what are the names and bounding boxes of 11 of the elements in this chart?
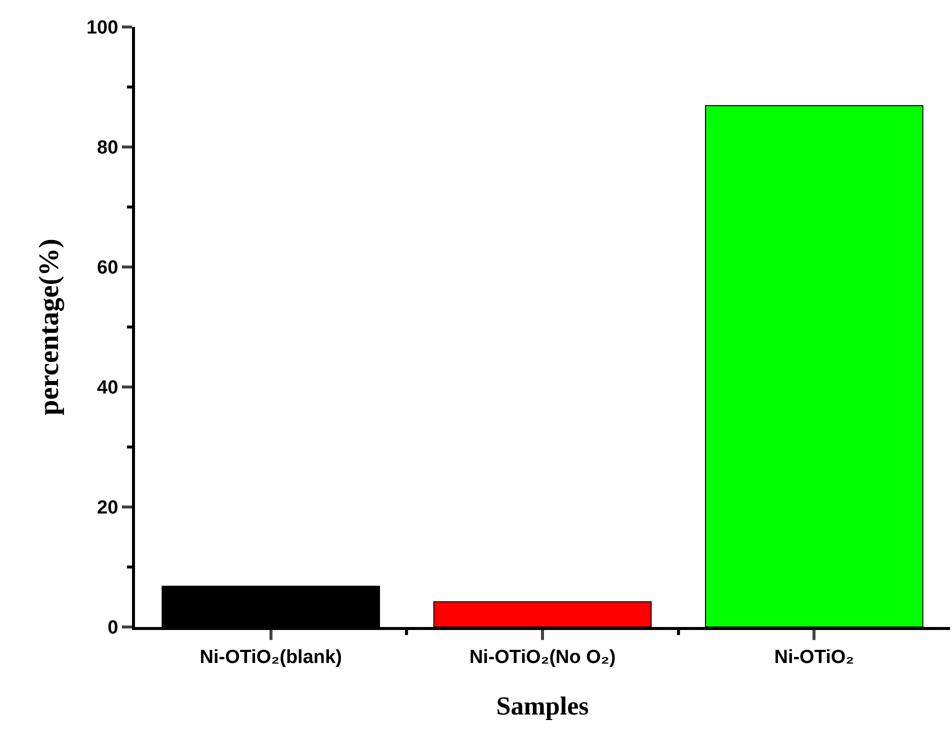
y-axis-title: percentage(%) (34, 238, 66, 416)
y-tick-label: 80 (97, 138, 118, 159)
x-axis-title: Samples (496, 692, 589, 720)
x-tick-label: Ni-OTiO₂ (774, 646, 854, 668)
x-tick-label: Ni-OTiO₂(blank) (200, 646, 342, 668)
y-tick-label: 20 (97, 498, 118, 519)
x-tick-label: Ni-OTiO₂(No O₂) (469, 646, 616, 668)
y-tick-label: 100 (86, 18, 118, 39)
y-tick-label: 60 (97, 258, 118, 279)
y-tick-label: 40 (97, 378, 118, 399)
y-tick-label: 0 (108, 618, 118, 639)
